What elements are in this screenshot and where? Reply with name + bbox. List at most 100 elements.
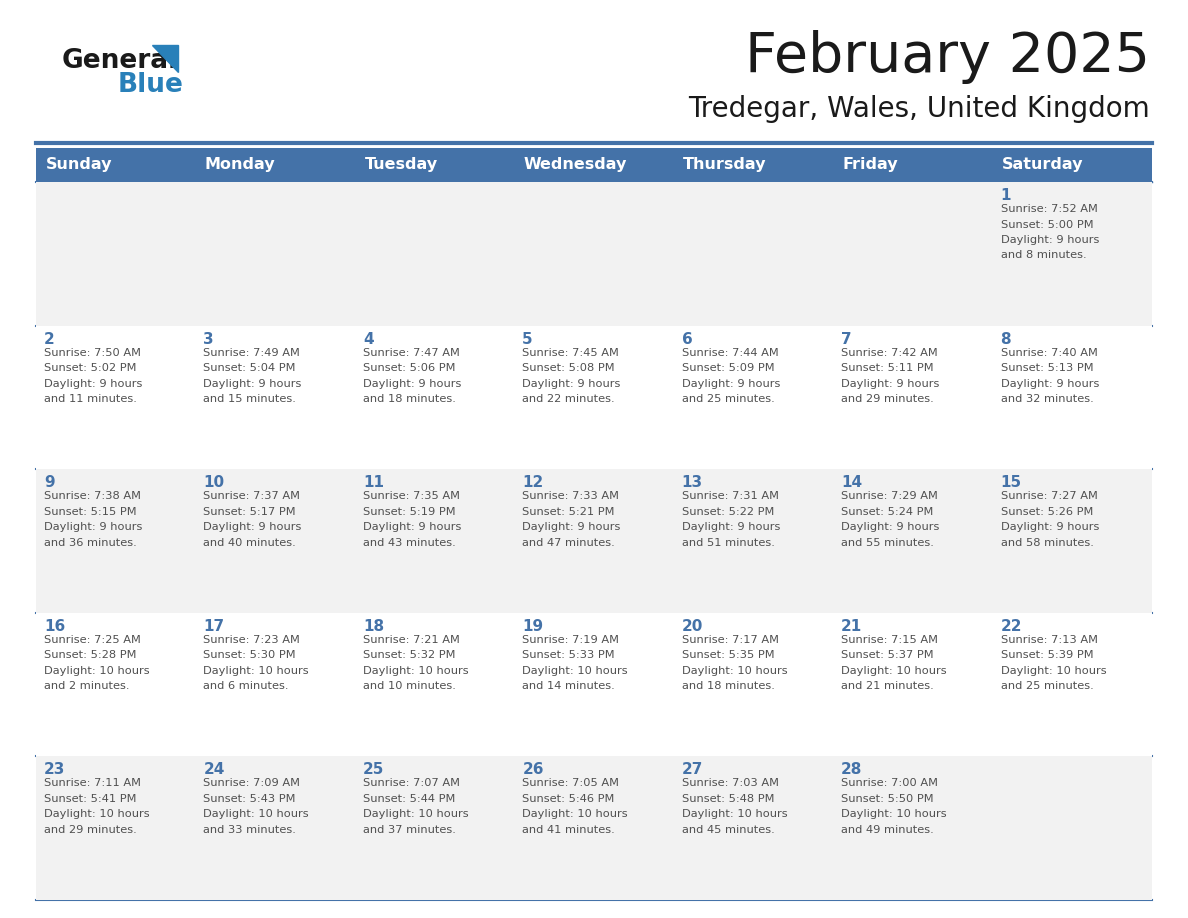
Text: Sunset: 5:46 PM: Sunset: 5:46 PM	[523, 794, 614, 804]
Text: Sunrise: 7:11 AM: Sunrise: 7:11 AM	[44, 778, 141, 789]
Text: 12: 12	[523, 476, 544, 490]
Text: 28: 28	[841, 763, 862, 778]
Text: 7: 7	[841, 331, 852, 347]
Text: 22: 22	[1000, 619, 1022, 633]
Text: Sunday: Sunday	[45, 158, 112, 173]
Text: Sunrise: 7:33 AM: Sunrise: 7:33 AM	[523, 491, 619, 501]
Text: 25: 25	[362, 763, 384, 778]
Text: and 10 minutes.: and 10 minutes.	[362, 681, 456, 691]
Text: Sunrise: 7:00 AM: Sunrise: 7:00 AM	[841, 778, 939, 789]
Text: Daylight: 9 hours: Daylight: 9 hours	[362, 522, 461, 532]
Text: Sunset: 5:32 PM: Sunset: 5:32 PM	[362, 650, 455, 660]
Text: Daylight: 10 hours: Daylight: 10 hours	[682, 810, 788, 820]
Text: Sunrise: 7:35 AM: Sunrise: 7:35 AM	[362, 491, 460, 501]
Text: Daylight: 9 hours: Daylight: 9 hours	[44, 378, 143, 388]
Text: and 15 minutes.: and 15 minutes.	[203, 394, 296, 404]
Text: 10: 10	[203, 476, 225, 490]
Text: Sunrise: 7:29 AM: Sunrise: 7:29 AM	[841, 491, 939, 501]
Text: Daylight: 9 hours: Daylight: 9 hours	[203, 378, 302, 388]
Text: and 29 minutes.: and 29 minutes.	[841, 394, 934, 404]
Text: 11: 11	[362, 476, 384, 490]
Text: Sunrise: 7:09 AM: Sunrise: 7:09 AM	[203, 778, 301, 789]
Text: Daylight: 9 hours: Daylight: 9 hours	[1000, 235, 1099, 245]
Text: Sunset: 5:19 PM: Sunset: 5:19 PM	[362, 507, 455, 517]
Text: 14: 14	[841, 476, 862, 490]
Text: and 25 minutes.: and 25 minutes.	[682, 394, 775, 404]
Text: Daylight: 9 hours: Daylight: 9 hours	[1000, 522, 1099, 532]
Text: Sunset: 5:13 PM: Sunset: 5:13 PM	[1000, 364, 1093, 373]
Text: and 36 minutes.: and 36 minutes.	[44, 538, 137, 548]
Text: Daylight: 9 hours: Daylight: 9 hours	[1000, 378, 1099, 388]
Text: Sunset: 5:41 PM: Sunset: 5:41 PM	[44, 794, 137, 804]
Text: Sunrise: 7:07 AM: Sunrise: 7:07 AM	[362, 778, 460, 789]
Text: Sunset: 5:08 PM: Sunset: 5:08 PM	[523, 364, 615, 373]
Text: and 22 minutes.: and 22 minutes.	[523, 394, 615, 404]
Text: 18: 18	[362, 619, 384, 633]
Text: and 21 minutes.: and 21 minutes.	[841, 681, 934, 691]
Text: and 18 minutes.: and 18 minutes.	[362, 394, 456, 404]
Text: Sunset: 5:06 PM: Sunset: 5:06 PM	[362, 364, 455, 373]
Text: Daylight: 10 hours: Daylight: 10 hours	[362, 666, 468, 676]
Text: and 49 minutes.: and 49 minutes.	[841, 825, 934, 834]
Text: and 41 minutes.: and 41 minutes.	[523, 825, 615, 834]
Text: Sunset: 5:43 PM: Sunset: 5:43 PM	[203, 794, 296, 804]
Text: Sunrise: 7:52 AM: Sunrise: 7:52 AM	[1000, 204, 1098, 214]
Text: 20: 20	[682, 619, 703, 633]
Text: Sunset: 5:37 PM: Sunset: 5:37 PM	[841, 650, 934, 660]
Text: Daylight: 10 hours: Daylight: 10 hours	[841, 810, 947, 820]
Text: Sunset: 5:22 PM: Sunset: 5:22 PM	[682, 507, 775, 517]
Text: Sunset: 5:30 PM: Sunset: 5:30 PM	[203, 650, 296, 660]
Text: Daylight: 10 hours: Daylight: 10 hours	[523, 810, 628, 820]
Text: and 2 minutes.: and 2 minutes.	[44, 681, 129, 691]
Text: 19: 19	[523, 619, 543, 633]
Text: February 2025: February 2025	[745, 30, 1150, 84]
Text: 27: 27	[682, 763, 703, 778]
Text: Sunrise: 7:25 AM: Sunrise: 7:25 AM	[44, 635, 141, 644]
Text: Sunset: 5:44 PM: Sunset: 5:44 PM	[362, 794, 455, 804]
Text: Daylight: 10 hours: Daylight: 10 hours	[362, 810, 468, 820]
Text: Sunset: 5:21 PM: Sunset: 5:21 PM	[523, 507, 614, 517]
Text: Sunset: 5:26 PM: Sunset: 5:26 PM	[1000, 507, 1093, 517]
Text: Sunrise: 7:27 AM: Sunrise: 7:27 AM	[1000, 491, 1098, 501]
Text: 13: 13	[682, 476, 703, 490]
Text: Thursday: Thursday	[683, 158, 766, 173]
Text: Daylight: 10 hours: Daylight: 10 hours	[203, 666, 309, 676]
Text: and 51 minutes.: and 51 minutes.	[682, 538, 775, 548]
Text: Monday: Monday	[206, 158, 276, 173]
Text: Sunset: 5:28 PM: Sunset: 5:28 PM	[44, 650, 137, 660]
Text: Sunrise: 7:05 AM: Sunrise: 7:05 AM	[523, 778, 619, 789]
Text: Sunset: 5:09 PM: Sunset: 5:09 PM	[682, 364, 775, 373]
Text: Daylight: 10 hours: Daylight: 10 hours	[203, 810, 309, 820]
Text: and 11 minutes.: and 11 minutes.	[44, 394, 137, 404]
Text: 15: 15	[1000, 476, 1022, 490]
Text: Daylight: 9 hours: Daylight: 9 hours	[44, 522, 143, 532]
Text: Sunset: 5:15 PM: Sunset: 5:15 PM	[44, 507, 137, 517]
Text: Sunset: 5:00 PM: Sunset: 5:00 PM	[1000, 219, 1093, 230]
Text: Sunset: 5:24 PM: Sunset: 5:24 PM	[841, 507, 934, 517]
Text: Sunrise: 7:19 AM: Sunrise: 7:19 AM	[523, 635, 619, 644]
Text: and 29 minutes.: and 29 minutes.	[44, 825, 137, 834]
Text: Sunrise: 7:21 AM: Sunrise: 7:21 AM	[362, 635, 460, 644]
Text: Sunrise: 7:13 AM: Sunrise: 7:13 AM	[1000, 635, 1098, 644]
Text: and 18 minutes.: and 18 minutes.	[682, 681, 775, 691]
Text: Sunset: 5:35 PM: Sunset: 5:35 PM	[682, 650, 775, 660]
Text: and 37 minutes.: and 37 minutes.	[362, 825, 456, 834]
Text: 21: 21	[841, 619, 862, 633]
Text: Daylight: 9 hours: Daylight: 9 hours	[523, 378, 620, 388]
Text: and 43 minutes.: and 43 minutes.	[362, 538, 456, 548]
Text: Sunset: 5:11 PM: Sunset: 5:11 PM	[841, 364, 934, 373]
Text: Tuesday: Tuesday	[365, 158, 437, 173]
Text: Daylight: 9 hours: Daylight: 9 hours	[682, 522, 781, 532]
Text: 6: 6	[682, 331, 693, 347]
Text: Sunrise: 7:31 AM: Sunrise: 7:31 AM	[682, 491, 778, 501]
Text: 5: 5	[523, 331, 533, 347]
Text: and 6 minutes.: and 6 minutes.	[203, 681, 289, 691]
Text: 26: 26	[523, 763, 544, 778]
Text: Daylight: 10 hours: Daylight: 10 hours	[682, 666, 788, 676]
Text: Friday: Friday	[842, 158, 898, 173]
Text: and 8 minutes.: and 8 minutes.	[1000, 251, 1086, 261]
Text: Sunrise: 7:23 AM: Sunrise: 7:23 AM	[203, 635, 301, 644]
Text: Daylight: 10 hours: Daylight: 10 hours	[44, 666, 150, 676]
Text: Sunrise: 7:40 AM: Sunrise: 7:40 AM	[1000, 348, 1098, 358]
Text: Sunset: 5:48 PM: Sunset: 5:48 PM	[682, 794, 775, 804]
